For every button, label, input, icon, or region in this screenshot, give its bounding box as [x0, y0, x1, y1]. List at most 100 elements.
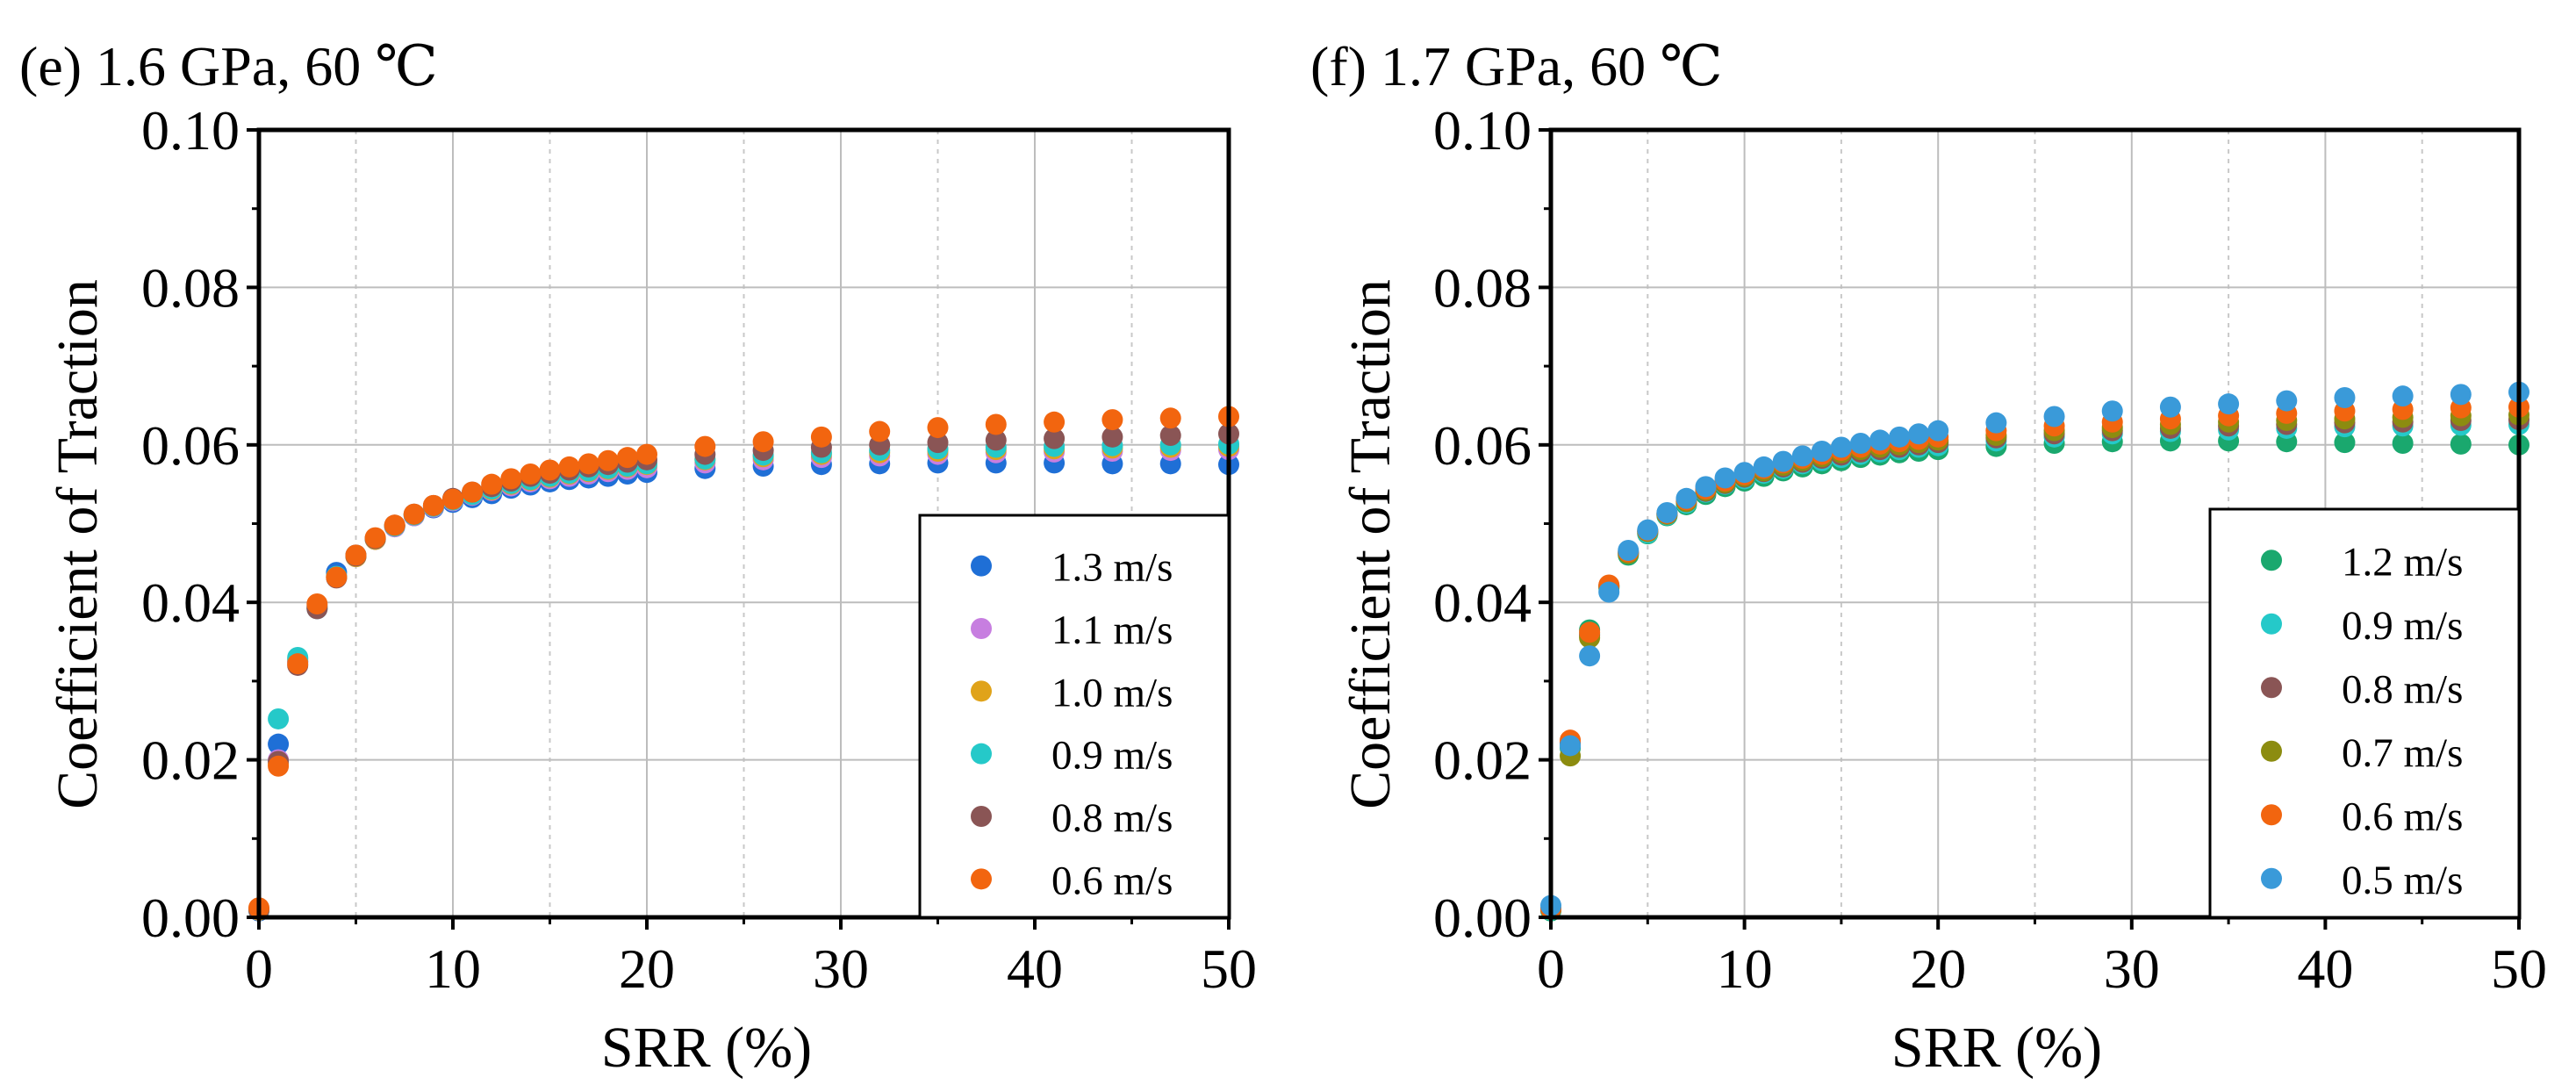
legend-marker: [971, 555, 992, 577]
x-tick-label: 30: [2104, 938, 2160, 1000]
y-tick-label: 0.02: [141, 729, 240, 792]
data-point: [2334, 386, 2356, 408]
data-point: [1579, 645, 1601, 667]
data-point: [985, 413, 1007, 435]
y-tick-label: 0.00: [141, 887, 240, 949]
legend-label: 0.6 m/s: [1051, 858, 1173, 903]
data-point: [1772, 450, 1794, 472]
x-tick-label: 50: [1201, 938, 1257, 1000]
legend-label: 0.8 m/s: [1051, 795, 1173, 841]
legend-marker: [2261, 550, 2282, 571]
data-point: [1830, 436, 1852, 458]
data-point: [1791, 445, 1813, 467]
data-point: [2450, 384, 2472, 406]
x-tick-label: 30: [813, 938, 869, 1000]
legend-marker: [2261, 867, 2282, 889]
legend-label: 0.6 m/s: [2342, 794, 2463, 839]
series-0-6-m-s: [248, 406, 1239, 919]
chart-panel-f: (f) 1.7 GPa, 60 ℃ Coefficient of Tractio…: [1310, 35, 2547, 1080]
data-point: [1159, 407, 1181, 429]
data-point: [1849, 433, 1871, 455]
legend-marker: [971, 868, 992, 890]
x-tick-label: 40: [1007, 938, 1063, 1000]
data-point: [1927, 420, 1949, 442]
data-point: [1714, 467, 1736, 489]
data-point: [287, 653, 309, 675]
legend-marker: [2261, 677, 2282, 699]
data-point: [2450, 433, 2472, 455]
data-point: [481, 473, 503, 495]
x-tick-label: 0: [1537, 938, 1565, 1000]
chart-panel-e: (e) 1.6 GPa, 60 ℃ Coefficient of Tractio…: [19, 35, 1257, 1080]
x-tick-label: 20: [619, 938, 675, 1000]
x-tick-label: 40: [2297, 938, 2353, 1000]
legend-item: 0.6 m/s: [2261, 794, 2463, 839]
data-point: [268, 708, 290, 729]
data-point: [636, 443, 657, 465]
legend: 1.2 m/s 0.9 m/s 0.8 m/s 0.7 m/s 0.6 m/s 0.5 m…: [2208, 507, 2521, 919]
legend-item: 0.8 m/s: [2261, 666, 2463, 712]
data-point: [694, 435, 716, 457]
data-point: [1637, 519, 1659, 541]
legend-label: 0.9 m/s: [2342, 603, 2463, 649]
legend-box: [2208, 507, 2521, 919]
data-point: [1618, 539, 1640, 561]
legend-item: 1.2 m/s: [2261, 539, 2463, 585]
data-point: [1598, 581, 1620, 603]
legend-item: 0.6 m/s: [971, 858, 1173, 903]
data-point: [927, 417, 949, 439]
y-tick-label: 0.06: [1433, 414, 1532, 477]
x-tick-label: 50: [2491, 938, 2547, 1000]
data-point: [422, 494, 444, 516]
legend-item: 0.9 m/s: [2261, 603, 2463, 649]
y-tick-label: 0.06: [141, 414, 240, 477]
data-point: [2218, 393, 2240, 415]
data-point: [403, 503, 425, 525]
data-point: [597, 449, 619, 471]
data-point: [1579, 621, 1601, 643]
data-point: [1675, 487, 1697, 509]
data-point: [345, 544, 367, 566]
legend-label: 0.9 m/s: [1051, 733, 1173, 779]
data-point: [268, 755, 290, 777]
data-point: [1908, 423, 1930, 445]
data-point: [462, 481, 484, 503]
y-tick-label: 0.08: [141, 256, 240, 319]
data-point: [2392, 433, 2414, 455]
data-point: [1985, 412, 2007, 434]
y-axis-label: Coefficient of Traction: [46, 279, 110, 809]
data-point: [616, 447, 638, 469]
data-point: [2043, 406, 2065, 427]
legend-marker: [2261, 804, 2282, 826]
data-point: [500, 468, 522, 490]
legend-label: 0.5 m/s: [2342, 858, 2463, 903]
data-point: [1811, 440, 1833, 462]
data-point: [1695, 476, 1717, 498]
data-point: [1889, 426, 1911, 448]
data-point: [1753, 456, 1775, 478]
legend-box: [918, 514, 1231, 919]
legend-label: 1.0 m/s: [1051, 670, 1173, 715]
data-point: [869, 420, 891, 442]
data-point: [2101, 400, 2123, 422]
data-point: [2276, 390, 2298, 412]
legend-label: 0.7 m/s: [2342, 730, 2463, 776]
data-point: [1044, 427, 1066, 449]
data-point: [2159, 396, 2181, 418]
legend-item: 0.5 m/s: [2261, 858, 2463, 903]
legend-item: 0.8 m/s: [971, 795, 1173, 841]
legend-marker: [2261, 613, 2282, 635]
legend-item: 1.1 m/s: [971, 607, 1173, 653]
y-tick-label: 0.08: [1433, 256, 1532, 319]
legend-label: 0.8 m/s: [2342, 666, 2463, 712]
data-point: [752, 431, 774, 453]
x-tick-label: 10: [425, 938, 481, 1000]
y-tick-label: 0.04: [1433, 571, 1532, 634]
series-0-5-m-s: [1540, 381, 2529, 916]
legend-item: 1.0 m/s: [971, 670, 1173, 715]
data-point: [306, 593, 328, 614]
y-tick-label: 0.10: [1433, 99, 1532, 162]
data-point: [364, 527, 386, 549]
data-point: [520, 463, 542, 485]
x-tick-label: 10: [1717, 938, 1773, 1000]
